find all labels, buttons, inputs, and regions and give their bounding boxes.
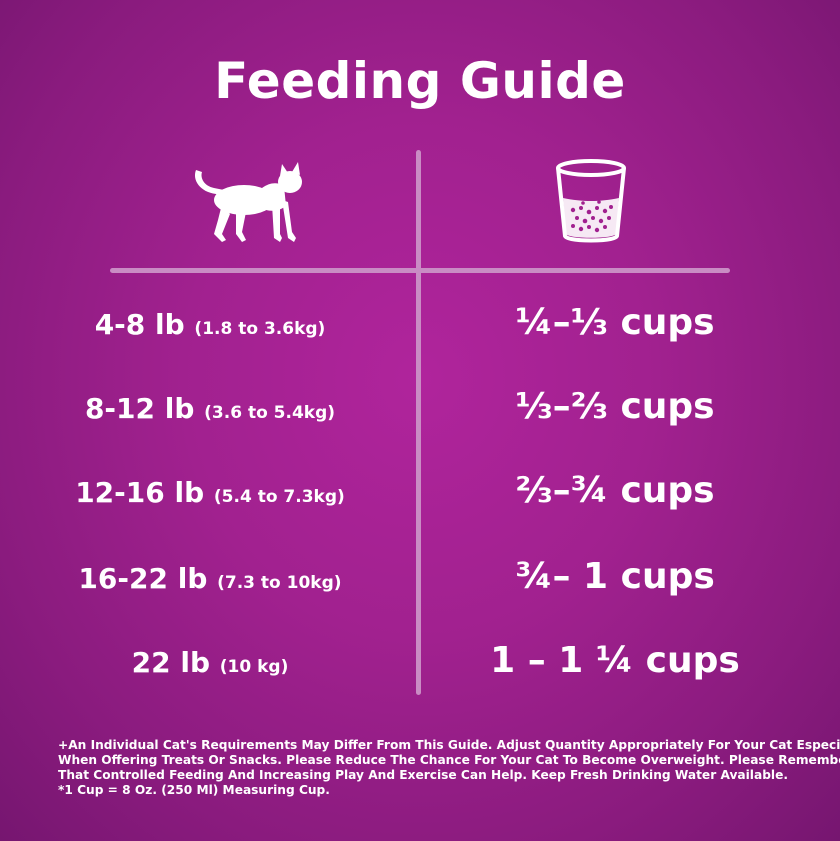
footnote: +An Individual Cat's Requirements May Di… (58, 738, 840, 798)
weight-lb: 16-22 lb (78, 562, 208, 595)
weight-kg: (7.3 to 10kg) (217, 573, 342, 593)
weight-lb: 22 lb (131, 646, 210, 679)
footnote-line: *1 Cup = 8 Oz. (250 Ml) Measuring Cup. (58, 783, 330, 797)
footnote-line: +An Individual Cat's Requirements May Di… (58, 738, 840, 752)
horizontal-divider (110, 268, 730, 273)
weight-kg: (10 kg) (219, 657, 289, 677)
portion-amount: 1 – 1 ¼ cups (490, 640, 740, 681)
portion-amount: ¼–⅓ cups (515, 302, 715, 343)
weight-range: 12-16 lb (5.4 to 7.3kg) (60, 476, 360, 509)
feeding-row: 12-16 lb (5.4 to 7.3kg) ⅔–¾ cups (0, 468, 840, 528)
weight-kg: (3.6 to 5.4kg) (204, 403, 336, 423)
vertical-divider (416, 150, 421, 695)
footnote-line: That Controlled Feeding And Increasing P… (58, 768, 788, 782)
feeding-row: 22 lb (10 kg) 1 – 1 ¼ cups (0, 638, 840, 698)
page-title: Feeding Guide (214, 52, 626, 110)
weight-kg: (5.4 to 7.3kg) (213, 487, 345, 507)
weight-range: 8-12 lb (3.6 to 5.4kg) (60, 392, 360, 425)
cat-icon (194, 162, 302, 242)
weight-lb: 4-8 lb (94, 308, 185, 341)
footnote-line: When Offering Treats Or Snacks. Please R… (58, 753, 840, 767)
portion-amount: ⅓–⅔ cups (515, 386, 715, 427)
weight-range: 16-22 lb (7.3 to 10kg) (60, 562, 360, 595)
weight-kg: (1.8 to 3.6kg) (194, 319, 326, 339)
feeding-row: 4-8 lb (1.8 to 3.6kg) ¼–⅓ cups (0, 300, 840, 360)
portion-amount: ⅔–¾ cups (515, 470, 715, 511)
weight-lb: 12-16 lb (75, 476, 205, 509)
measuring-cup-icon (556, 159, 626, 243)
portion-amount: ¾– 1 cups (515, 556, 715, 597)
weight-lb: 8-12 lb (84, 392, 195, 425)
feeding-row: 8-12 lb (3.6 to 5.4kg) ⅓–⅔ cups (0, 384, 840, 444)
weight-range: 22 lb (10 kg) (60, 646, 360, 679)
weight-range: 4-8 lb (1.8 to 3.6kg) (60, 308, 360, 341)
feeding-row: 16-22 lb (7.3 to 10kg) ¾– 1 cups (0, 554, 840, 614)
